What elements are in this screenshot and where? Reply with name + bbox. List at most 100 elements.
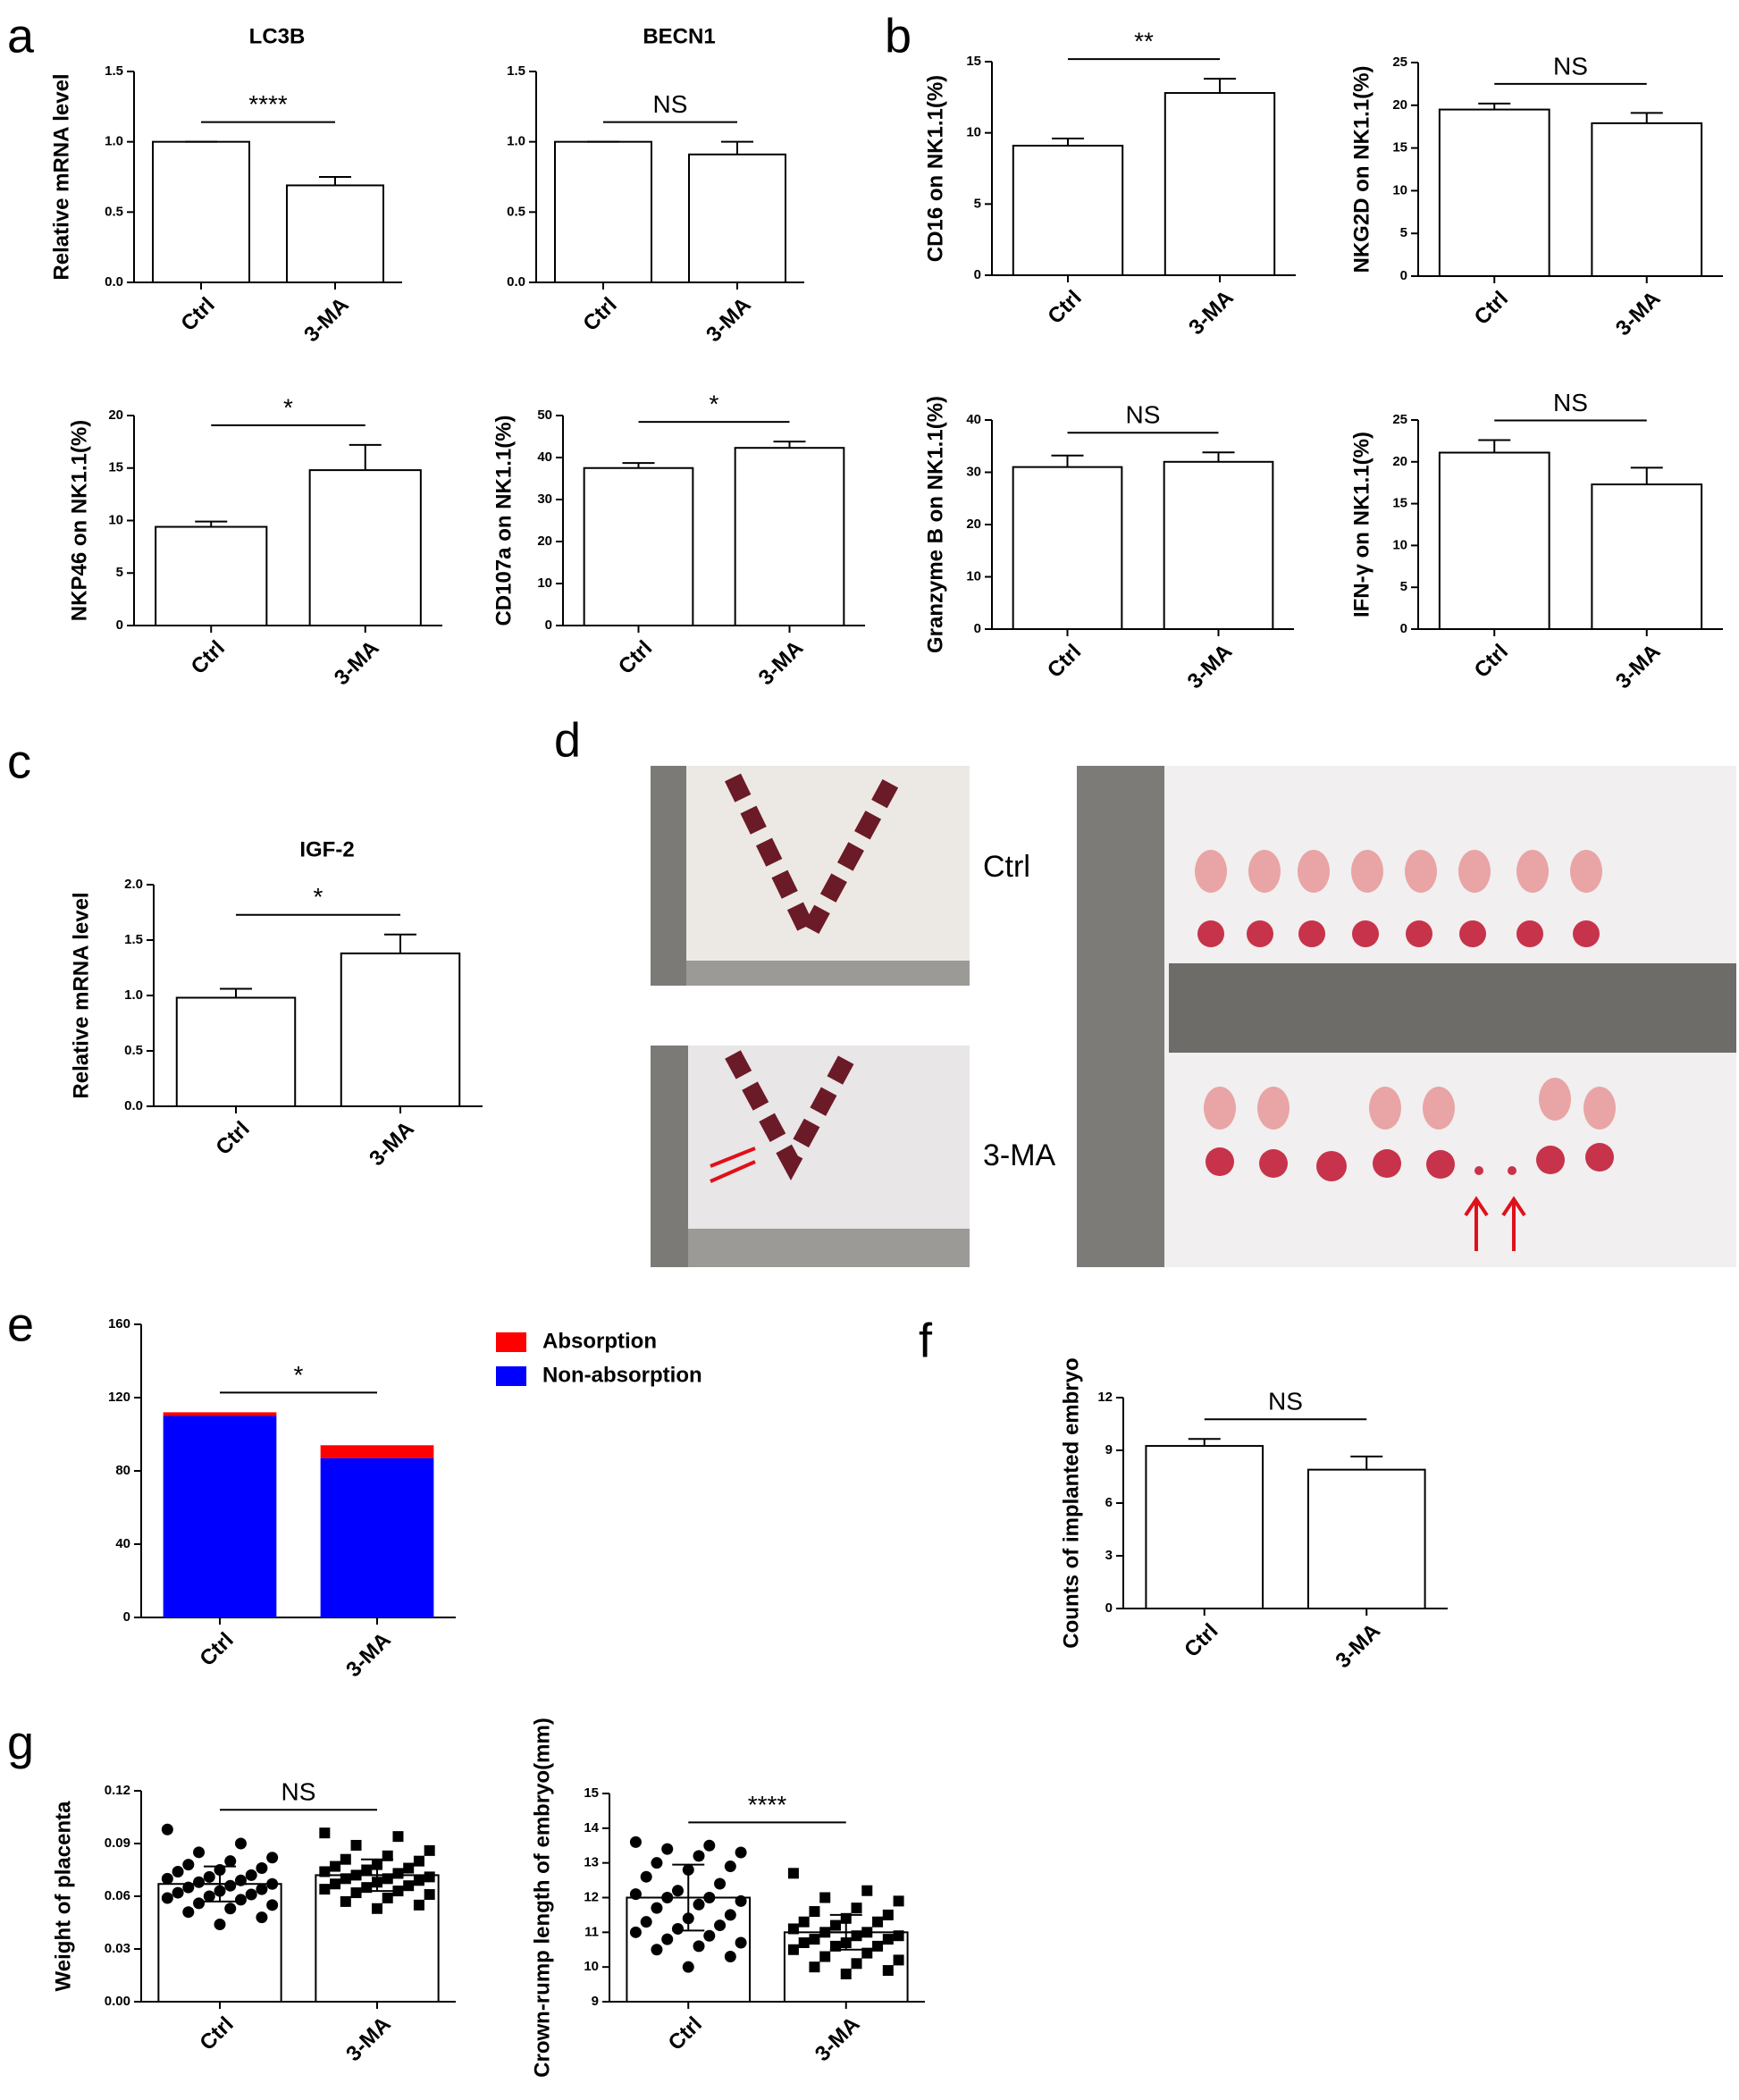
point	[872, 1940, 884, 1952]
error-bar	[1630, 466, 1663, 485]
y-axis-label: Weight of placenta	[51, 1801, 75, 1992]
y-tick-label: 40	[115, 1536, 130, 1551]
y-axis-label: Counts of implanted embryo	[1059, 1357, 1083, 1648]
error-bar	[195, 520, 228, 527]
y-axis-label: Relative mRNA level	[69, 892, 93, 1098]
bar-segment	[163, 1415, 277, 1617]
y-tick-label: 15	[108, 460, 123, 475]
point	[629, 1888, 642, 1901]
point	[703, 1929, 716, 1942]
error-bar	[1202, 451, 1235, 462]
y-tick-label: 25	[1392, 412, 1407, 427]
y-tick-label: 10	[584, 1959, 599, 1974]
panel-letter: e	[7, 1298, 34, 1351]
point	[798, 1936, 810, 1948]
point	[161, 1872, 173, 1885]
significance-label: NS	[1553, 52, 1588, 80]
x-tick-label: Ctrl	[1043, 640, 1086, 683]
error-bar	[384, 933, 416, 953]
point	[693, 1898, 705, 1911]
x-tick-label: 3-MA	[701, 293, 756, 348]
significance-label: **	[1134, 28, 1154, 55]
point	[172, 1886, 184, 1899]
x-tick-label: 3-MA	[811, 2012, 865, 2067]
significance-label: NS	[1268, 1388, 1303, 1415]
legend-label: Non-absorption	[542, 1363, 702, 1387]
point	[682, 1863, 694, 1876]
point	[693, 1850, 705, 1862]
x-tick-label: 3-MA	[299, 293, 354, 348]
x-tick-label: Ctrl	[176, 293, 219, 336]
point	[735, 1894, 747, 1907]
y-axis-label: CD16 on NK1.1(%)	[923, 75, 947, 262]
panel-letter: g	[7, 1716, 34, 1769]
point	[392, 1886, 404, 1897]
significance-label: *	[314, 883, 323, 911]
bar	[1145, 1445, 1264, 1610]
group-label: Ctrl	[983, 850, 1030, 884]
point	[724, 1861, 736, 1873]
point	[714, 1877, 727, 1890]
point	[629, 1835, 642, 1848]
bar	[1591, 122, 1703, 277]
y-tick-label: 12	[1097, 1390, 1113, 1405]
y-tick-label: 0.0	[124, 1098, 143, 1113]
y-tick-label: 14	[584, 1820, 599, 1835]
bar	[1591, 483, 1703, 631]
chart-title: IGF-2	[299, 837, 354, 861]
uterus	[725, 1050, 857, 1180]
point	[214, 1918, 226, 1930]
x-tick-label: Ctrl	[1470, 287, 1513, 330]
x-tick-label: 3-MA	[365, 1117, 419, 1172]
point	[203, 1870, 215, 1883]
point	[256, 1911, 268, 1924]
y-tick-label: 0.09	[105, 1835, 130, 1851]
point	[424, 1844, 435, 1856]
bar	[1163, 460, 1274, 630]
point	[193, 1897, 206, 1910]
point	[392, 1831, 404, 1843]
point	[172, 1865, 184, 1877]
point	[893, 1930, 904, 1942]
point	[640, 1870, 652, 1883]
point	[829, 1919, 841, 1931]
point	[413, 1899, 424, 1911]
y-tick-label: 20	[108, 407, 123, 423]
point	[361, 1882, 373, 1894]
error-bar	[319, 176, 351, 186]
y-tick-label: 120	[108, 1390, 130, 1405]
y-tick-label: 5	[1400, 579, 1407, 594]
chart-title: LC3B	[249, 24, 306, 48]
y-tick-label: 20	[1392, 97, 1407, 113]
panel-letter: c	[7, 735, 31, 788]
bar-segment	[163, 1412, 277, 1416]
point	[256, 1883, 268, 1895]
legend-label: Absorption	[542, 1329, 657, 1353]
point	[182, 1881, 195, 1894]
point	[182, 1906, 195, 1919]
y-axis-label: IFN-γ on NK1.1(%)	[1349, 432, 1374, 617]
y-tick-label: 3	[1105, 1548, 1113, 1563]
point	[403, 1880, 415, 1892]
point	[735, 1846, 747, 1859]
y-axis-label: Crown-rump length of embryo(mm)	[530, 1718, 554, 2078]
point	[819, 1892, 831, 1903]
y-tick-label: 0.5	[124, 1043, 143, 1058]
x-tick-label: Ctrl	[578, 293, 621, 336]
panel-letter: f	[919, 1314, 933, 1367]
y-tick-label: 1.5	[105, 63, 123, 79]
point	[224, 1903, 237, 1915]
point	[861, 1947, 873, 1959]
y-tick-label: 1.0	[124, 987, 143, 1003]
error-bar	[220, 987, 252, 998]
x-tick-label: 3-MA	[1183, 640, 1238, 694]
y-tick-label: 0	[1400, 268, 1407, 283]
point	[340, 1853, 351, 1865]
y-tick-label: 10	[537, 575, 552, 591]
y-tick-label: 40	[966, 412, 981, 427]
point	[724, 1909, 736, 1921]
point	[661, 1933, 674, 1945]
bar	[688, 153, 786, 283]
point	[319, 1884, 331, 1895]
significance-label: NS	[1553, 389, 1588, 416]
